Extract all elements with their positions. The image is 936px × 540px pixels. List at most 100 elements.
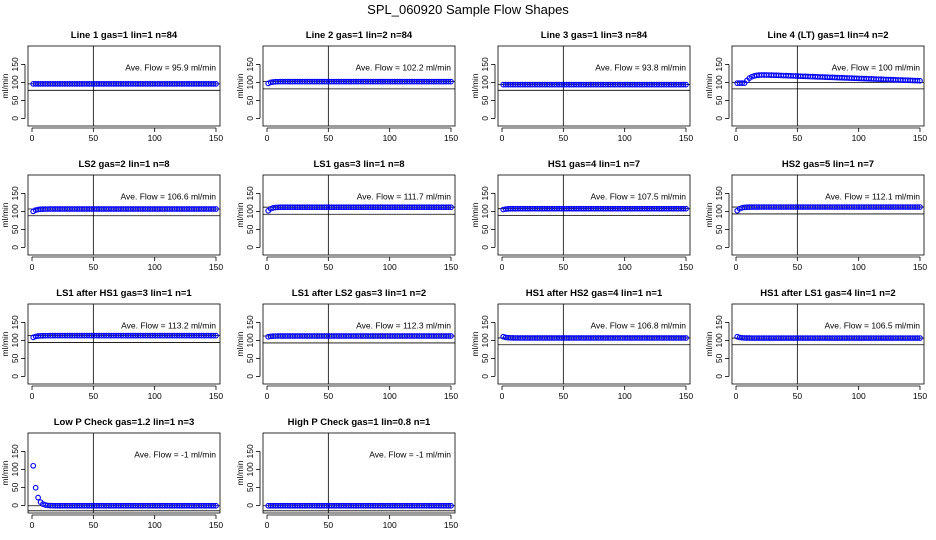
y-tick-label: 50 xyxy=(245,95,255,105)
y-tick-label: 100 xyxy=(245,333,255,347)
data-point xyxy=(914,335,921,341)
data-point xyxy=(445,502,452,509)
x-tick-label: 50 xyxy=(89,262,99,272)
x-tick-label: 0 xyxy=(265,262,270,272)
x-tick-label: 50 xyxy=(793,262,803,272)
data-point xyxy=(30,462,37,469)
y-tick-label: 0 xyxy=(714,245,724,250)
plot-frame xyxy=(27,303,221,385)
y-tick-label: 0 xyxy=(714,116,724,121)
panel-13: Low P Check gas=1.2 lin=1 n=3 0 50 100 150 0 5… xyxy=(0,417,223,530)
x-tick-label: 0 xyxy=(500,262,505,272)
data-series xyxy=(265,204,454,214)
x-tick-label: 0 xyxy=(734,133,739,143)
y-tick-label: 50 xyxy=(714,95,724,105)
data-point xyxy=(213,332,219,339)
y-tick-label: 150 xyxy=(714,186,724,200)
y-tick-label: 0 xyxy=(480,116,490,121)
x-tick-label: 50 xyxy=(324,133,334,143)
data-series xyxy=(734,333,923,341)
x-tick-label: 150 xyxy=(913,262,927,272)
ave-flow-annotation: Ave. Flow = 112.3 ml/min xyxy=(356,320,451,330)
y-tick-label: 0 xyxy=(480,245,490,250)
x-tick-label: 50 xyxy=(559,262,569,272)
y-tick-label: 100 xyxy=(245,204,255,218)
data-point xyxy=(683,205,689,212)
panel-6: LS1 gas=3 lin=1 n=80 50 100 150050100150ml/… xyxy=(235,159,458,272)
x-tick-label: 150 xyxy=(444,520,458,530)
x-tick-label: 50 xyxy=(89,133,99,143)
y-tick-label: 150 xyxy=(480,186,490,200)
y-tick-label: 50 xyxy=(714,224,724,234)
x-tick-label: 150 xyxy=(913,133,927,143)
x-tick-label: 0 xyxy=(265,520,270,530)
y-axis-title: ml/min xyxy=(704,202,714,227)
y-axis-title: ml/min xyxy=(470,331,480,356)
y-tick-label: 100 xyxy=(245,462,255,476)
y-tick-label: 50 xyxy=(245,353,255,363)
y-tick-label: 150 xyxy=(245,186,255,200)
x-tick-label: 50 xyxy=(793,391,803,401)
panel-5: LS2 gas=2 lin=1 n=80 50 100 150050100150ml/… xyxy=(0,159,223,272)
data-point xyxy=(448,204,454,211)
x-tick-label: 100 xyxy=(383,133,397,143)
y-tick-label: 100 xyxy=(10,462,20,476)
panel-7: HS1 gas=4 lin=1 n=70 50 100 150050100150ml/… xyxy=(470,159,693,272)
y-tick-label: 100 xyxy=(10,75,20,89)
data-point xyxy=(680,81,687,88)
data-series xyxy=(734,72,923,86)
data-series xyxy=(30,462,219,509)
x-tick-label: 150 xyxy=(444,262,458,272)
plot-frame xyxy=(27,432,221,514)
x-tick-label: 100 xyxy=(148,391,162,401)
x-tick-label: 0 xyxy=(30,262,35,272)
data-point xyxy=(448,78,454,85)
y-tick-label: 150 xyxy=(10,57,20,71)
x-tick-label: 100 xyxy=(852,391,866,401)
y-tick-label: 150 xyxy=(245,315,255,329)
data-point xyxy=(35,494,41,501)
data-point xyxy=(213,502,219,509)
y-axis-title: ml/min xyxy=(0,331,10,356)
x-tick-label: 50 xyxy=(559,391,569,401)
x-tick-label: 150 xyxy=(209,133,223,143)
ave-flow-annotation: Ave. Flow = 113.2 ml/min xyxy=(121,320,216,330)
y-tick-label: 100 xyxy=(480,75,490,89)
data-series xyxy=(265,333,454,340)
panel-title: High P Check gas=1 lin=0.8 n=1 xyxy=(288,417,431,428)
y-tick-label: 0 xyxy=(714,374,724,379)
x-tick-label: 100 xyxy=(148,133,162,143)
panel-title: LS2 gas=2 lin=1 n=8 xyxy=(78,159,169,170)
panel-2: Line 2 gas=1 lin=2 n=84 0 50 100 150 0 50 100 15… xyxy=(235,30,458,143)
panel-11: HS1 after HS2 gas=4 lin=1 n=1 0 50 100 150 0 5… xyxy=(470,288,693,401)
x-tick-label: 50 xyxy=(324,391,334,401)
y-tick-label: 150 xyxy=(10,186,20,200)
x-tick-label: 150 xyxy=(209,520,223,530)
y-tick-label: 150 xyxy=(714,315,724,329)
y-tick-label: 150 xyxy=(480,315,490,329)
panel-title: Line 1 gas=1 lin=1 n=84 xyxy=(71,30,178,41)
x-tick-label: 0 xyxy=(500,391,505,401)
x-tick-label: 0 xyxy=(500,133,505,143)
data-series xyxy=(734,204,923,214)
data-point xyxy=(210,332,217,339)
x-tick-label: 0 xyxy=(30,520,35,530)
plot-frame xyxy=(262,174,456,256)
x-tick-label: 100 xyxy=(852,262,866,272)
data-series xyxy=(500,333,689,341)
y-tick-label: 100 xyxy=(245,75,255,89)
data-point xyxy=(210,81,217,87)
panel-8: HS2 gas=5 lin=1 n=70 50 100 150050100150ml/… xyxy=(704,159,927,272)
y-axis-title: ml/min xyxy=(235,73,245,98)
panel-14: High P Check gas=1 lin=0.8 n=1 0 50 100 150 0… xyxy=(235,417,458,530)
y-tick-label: 50 xyxy=(10,224,20,234)
x-tick-label: 150 xyxy=(209,262,223,272)
x-tick-label: 50 xyxy=(89,520,99,530)
ave-flow-annotation: Ave. Flow = -1 ml/min xyxy=(134,449,216,459)
data-point xyxy=(683,81,689,88)
data-series xyxy=(30,332,219,341)
data-point xyxy=(210,502,217,509)
panel-10: LS1 after LS2 gas=3 lin=1 n=2 0 50 100 150 0 5… xyxy=(235,288,458,401)
y-tick-label: 0 xyxy=(245,245,255,250)
y-tick-label: 50 xyxy=(10,353,20,363)
